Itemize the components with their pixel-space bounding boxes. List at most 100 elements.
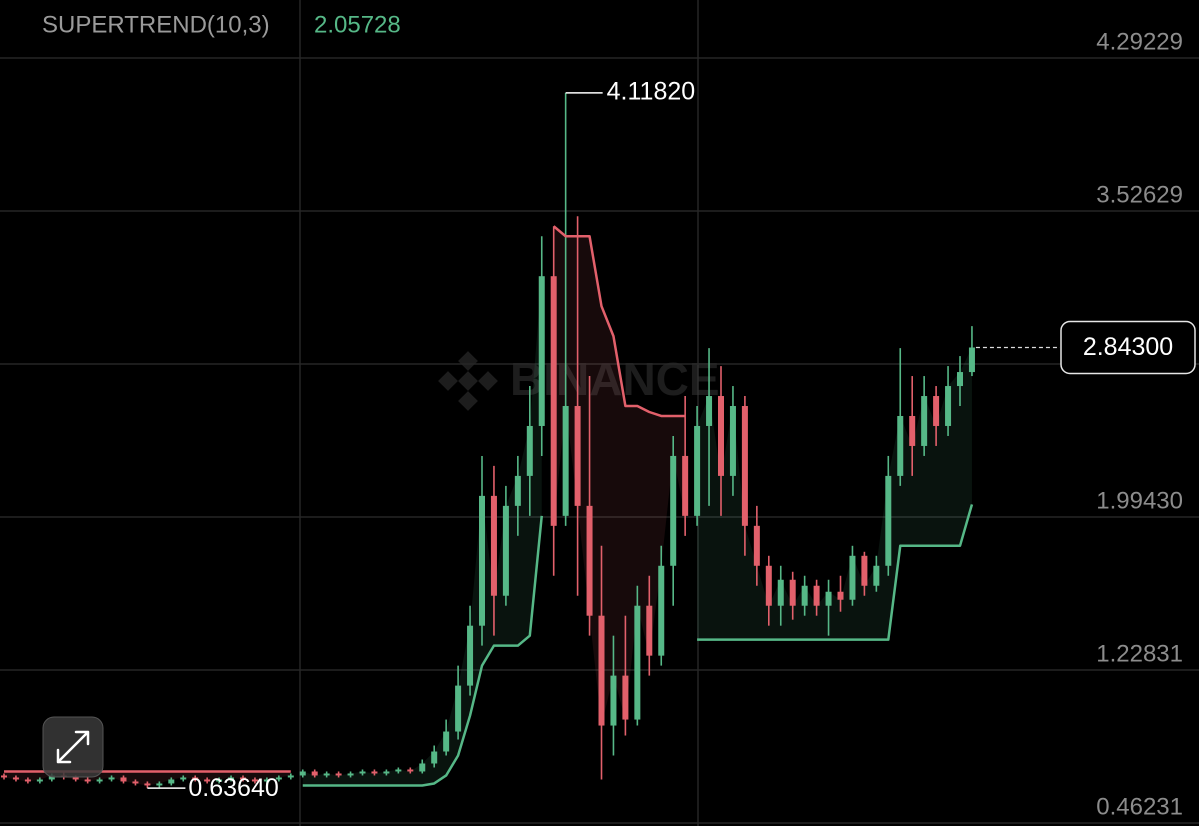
- candle-body: [311, 771, 318, 776]
- candle-body: [132, 781, 139, 784]
- candle-body: [514, 475, 521, 506]
- candle-body: [586, 505, 593, 616]
- y-tick-label: 1.22831: [1096, 640, 1183, 667]
- candle-body: [36, 779, 43, 782]
- candle-body: [622, 675, 629, 720]
- candle-body: [849, 555, 856, 600]
- candle-body: [574, 406, 581, 506]
- candles: [1, 92, 975, 789]
- candle-body: [335, 773, 342, 776]
- candle-body: [108, 777, 115, 780]
- candle-body: [180, 777, 187, 780]
- candle-body: [263, 779, 270, 782]
- candle-body: [347, 773, 354, 776]
- candle-body: [777, 579, 784, 606]
- indicator-name: SUPERTREND(10,3): [42, 11, 270, 38]
- candle-body: [251, 779, 258, 782]
- candle-body: [407, 769, 414, 772]
- candle-body: [968, 347, 975, 373]
- candle-body: [395, 769, 402, 772]
- candle-body: [299, 771, 306, 776]
- trend-fill: [553, 226, 686, 726]
- candle-body: [909, 415, 916, 446]
- candle-body: [933, 396, 940, 426]
- candle-body: [240, 777, 246, 780]
- expand-button[interactable]: [42, 716, 104, 778]
- candle-body: [12, 777, 19, 780]
- candle-body: [550, 276, 557, 526]
- candle-body: [706, 396, 713, 426]
- trend-fill: [302, 276, 542, 786]
- candle-body: [658, 565, 665, 656]
- candle-body: [741, 406, 748, 526]
- candle-body: [526, 425, 533, 476]
- low-label: 0.63640: [188, 774, 278, 802]
- candle-body: [789, 579, 796, 606]
- candle-body: [670, 455, 677, 566]
- candle-body: [467, 625, 474, 686]
- candle-body: [192, 777, 199, 780]
- candle-body: [1, 775, 7, 778]
- candle-body: [502, 505, 509, 596]
- candle-body: [729, 406, 736, 476]
- candle-body: [610, 675, 617, 726]
- y-tick-label: 1.99430: [1096, 487, 1183, 514]
- candle-body: [813, 585, 820, 606]
- candle-body: [694, 425, 701, 516]
- candle-body: [48, 775, 55, 780]
- candle-body: [921, 396, 928, 446]
- candle-body: [825, 591, 832, 606]
- watermark-logo: [438, 351, 498, 411]
- candle-body: [801, 585, 808, 606]
- candle-body: [204, 779, 211, 782]
- candle-body: [634, 605, 641, 720]
- y-tick-label: 4.29229: [1096, 28, 1183, 55]
- candle-body: [861, 555, 868, 586]
- candle-body: [84, 779, 91, 782]
- candle-body: [718, 396, 724, 476]
- candle-body: [168, 779, 175, 784]
- candle-body: [885, 475, 892, 566]
- candle-body: [96, 779, 103, 782]
- y-tick-label: 0.46231: [1096, 793, 1183, 820]
- candle-body: [443, 731, 450, 752]
- candle-body: [371, 771, 378, 774]
- expand-icon[interactable]: [56, 730, 90, 764]
- candle-body: [682, 455, 689, 516]
- candle-body: [431, 751, 438, 764]
- candle-body: [120, 777, 127, 782]
- candle-body: [228, 777, 235, 780]
- candle-body: [945, 386, 952, 426]
- candle-body: [873, 565, 880, 586]
- candle-body: [419, 763, 426, 772]
- candle-body: [479, 495, 485, 626]
- candle-body: [275, 777, 282, 780]
- indicator-value: 2.05728: [314, 11, 401, 38]
- supertrend-line: [697, 504, 974, 641]
- candle-body: [765, 565, 772, 606]
- y-tick-label: 3.52629: [1096, 181, 1183, 208]
- candle-body: [957, 372, 963, 387]
- candle-body: [897, 415, 904, 476]
- candle-body: [837, 591, 844, 600]
- candle-body: [383, 771, 390, 774]
- high-label: 4.11820: [607, 77, 696, 105]
- candle-body: [24, 779, 31, 782]
- candle-body: [538, 276, 545, 426]
- candle-body: [72, 777, 79, 780]
- trend-fill: [697, 347, 972, 640]
- candle-body: [144, 783, 151, 786]
- candle-body: [753, 525, 760, 566]
- candle-body: [287, 775, 294, 778]
- candle-body: [216, 779, 223, 782]
- supertrend-line: [552, 225, 686, 418]
- candle-body: [562, 406, 569, 516]
- candle-body: [646, 605, 653, 656]
- last-price-badge: [1060, 320, 1196, 375]
- annotations: 4.11820 0.63640 2.84300: [147, 77, 1196, 802]
- candle-body: [323, 773, 330, 776]
- supertrend: [4, 225, 974, 787]
- candle-body: [156, 783, 163, 786]
